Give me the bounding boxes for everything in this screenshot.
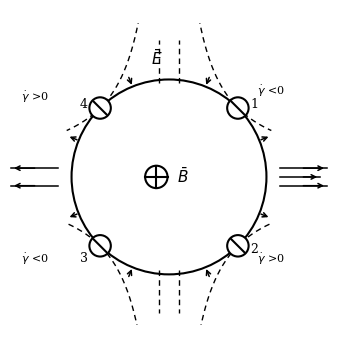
Text: 2: 2 — [250, 243, 258, 256]
Text: $\dot{\gamma}$ <0: $\dot{\gamma}$ <0 — [257, 84, 285, 99]
Text: $\bar{E}$: $\bar{E}$ — [150, 48, 162, 68]
Text: 4: 4 — [79, 98, 88, 111]
Text: $\dot{\gamma}$ >0: $\dot{\gamma}$ >0 — [21, 89, 49, 105]
Text: $\bar{B}$: $\bar{B}$ — [177, 167, 188, 187]
Text: 1: 1 — [250, 98, 259, 111]
Circle shape — [89, 97, 111, 119]
Circle shape — [89, 235, 111, 256]
Text: $\dot{\gamma}$ >0: $\dot{\gamma}$ >0 — [257, 252, 285, 267]
Circle shape — [227, 235, 249, 256]
Text: $\dot{\gamma}$ <0: $\dot{\gamma}$ <0 — [21, 252, 49, 267]
Circle shape — [227, 97, 249, 119]
Text: 3: 3 — [79, 252, 88, 265]
